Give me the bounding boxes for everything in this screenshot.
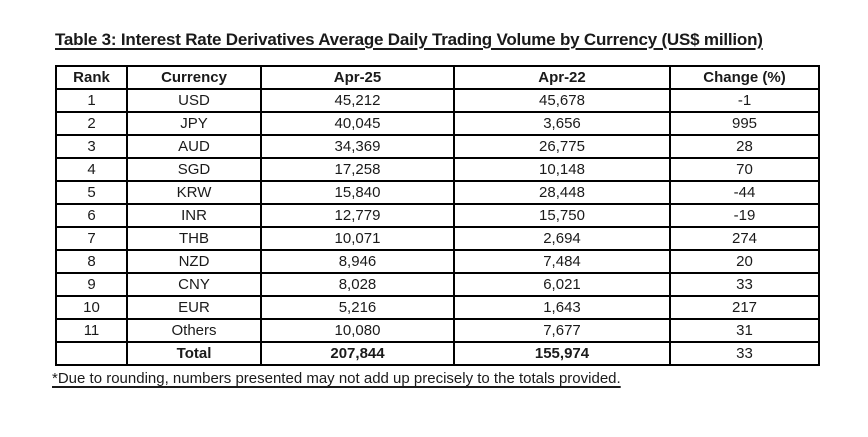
table-row: 1 USD 45,212 45,678 -1	[55, 88, 820, 113]
apr22-cell: 26,775	[453, 134, 671, 159]
currency-cell: EUR	[126, 295, 262, 320]
currency-cell: AUD	[126, 134, 262, 159]
rank-cell: 2	[55, 111, 128, 136]
rank-cell: 9	[55, 272, 128, 297]
change-cell: 995	[669, 111, 820, 136]
apr22-cell: 3,656	[453, 111, 671, 136]
currency-cell: Others	[126, 318, 262, 343]
change-cell: 33	[669, 272, 820, 297]
change-cell: 274	[669, 226, 820, 251]
change-cell: 20	[669, 249, 820, 274]
apr22-cell: 45,678	[453, 88, 671, 113]
col-header-apr25: Apr-25	[260, 65, 455, 90]
table-row: 6 INR 12,779 15,750 -19	[55, 203, 820, 228]
apr25-cell: 8,028	[260, 272, 455, 297]
apr25-cell: 8,946	[260, 249, 455, 274]
table-row: 7 THB 10,071 2,694 274	[55, 226, 820, 251]
change-total-cell: 33	[669, 341, 820, 366]
table-row: 8 NZD 8,946 7,484 20	[55, 249, 820, 274]
apr25-cell: 10,071	[260, 226, 455, 251]
footnote: *Due to rounding, numbers presented may …	[52, 370, 621, 387]
currency-cell: INR	[126, 203, 262, 228]
apr22-cell: 28,448	[453, 180, 671, 205]
document-page: Table 3: Interest Rate Derivatives Avera…	[52, 30, 820, 387]
apr25-cell: 17,258	[260, 157, 455, 182]
change-cell: 28	[669, 134, 820, 159]
rank-cell: 11	[55, 318, 128, 343]
rank-cell: 4	[55, 157, 128, 182]
change-cell: 70	[669, 157, 820, 182]
change-cell: -44	[669, 180, 820, 205]
table-row: 2 JPY 40,045 3,656 995	[55, 111, 820, 136]
apr22-cell: 2,694	[453, 226, 671, 251]
table-row: 3 AUD 34,369 26,775 28	[55, 134, 820, 159]
currency-cell: CNY	[126, 272, 262, 297]
apr22-cell: 1,643	[453, 295, 671, 320]
rank-cell: 6	[55, 203, 128, 228]
table-row: 11 Others 10,080 7,677 31	[55, 318, 820, 343]
apr25-cell: 10,080	[260, 318, 455, 343]
rank-cell: 7	[55, 226, 128, 251]
apr25-cell: 5,216	[260, 295, 455, 320]
currency-cell: SGD	[126, 157, 262, 182]
rank-cell: 10	[55, 295, 128, 320]
apr22-cell: 6,021	[453, 272, 671, 297]
col-header-change: Change (%)	[669, 65, 820, 90]
apr25-cell: 40,045	[260, 111, 455, 136]
rank-cell: 8	[55, 249, 128, 274]
total-label-cell: Total	[126, 341, 262, 366]
apr25-cell: 45,212	[260, 88, 455, 113]
table-row: 4 SGD 17,258 10,148 70	[55, 157, 820, 182]
apr22-cell: 15,750	[453, 203, 671, 228]
apr22-cell: 7,677	[453, 318, 671, 343]
currency-cell: THB	[126, 226, 262, 251]
header-row: Rank Currency Apr-25 Apr-22 Change (%)	[55, 65, 820, 90]
rank-cell: 1	[55, 88, 128, 113]
currency-cell: JPY	[126, 111, 262, 136]
currency-cell: KRW	[126, 180, 262, 205]
apr22-cell: 10,148	[453, 157, 671, 182]
apr25-cell: 34,369	[260, 134, 455, 159]
change-cell: -19	[669, 203, 820, 228]
table-title: Table 3: Interest Rate Derivatives Avera…	[55, 30, 763, 49]
apr22-cell: 7,484	[453, 249, 671, 274]
currency-cell: USD	[126, 88, 262, 113]
rank-cell: 5	[55, 180, 128, 205]
change-cell: 31	[669, 318, 820, 343]
apr25-cell: 15,840	[260, 180, 455, 205]
data-table: Rank Currency Apr-25 Apr-22 Change (%) 1…	[55, 65, 820, 366]
apr25-cell: 12,779	[260, 203, 455, 228]
col-header-currency: Currency	[126, 65, 262, 90]
total-row: Total 207,844 155,974 33	[55, 341, 820, 366]
table-row: 10 EUR 5,216 1,643 217	[55, 295, 820, 320]
rank-cell	[55, 341, 128, 366]
col-header-rank: Rank	[55, 65, 128, 90]
change-cell: 217	[669, 295, 820, 320]
change-cell: -1	[669, 88, 820, 113]
rank-cell: 3	[55, 134, 128, 159]
table-row: 9 CNY 8,028 6,021 33	[55, 272, 820, 297]
table-row: 5 KRW 15,840 28,448 -44	[55, 180, 820, 205]
currency-cell: NZD	[126, 249, 262, 274]
apr22-total-cell: 155,974	[453, 341, 671, 366]
col-header-apr22: Apr-22	[453, 65, 671, 90]
apr25-total-cell: 207,844	[260, 341, 455, 366]
